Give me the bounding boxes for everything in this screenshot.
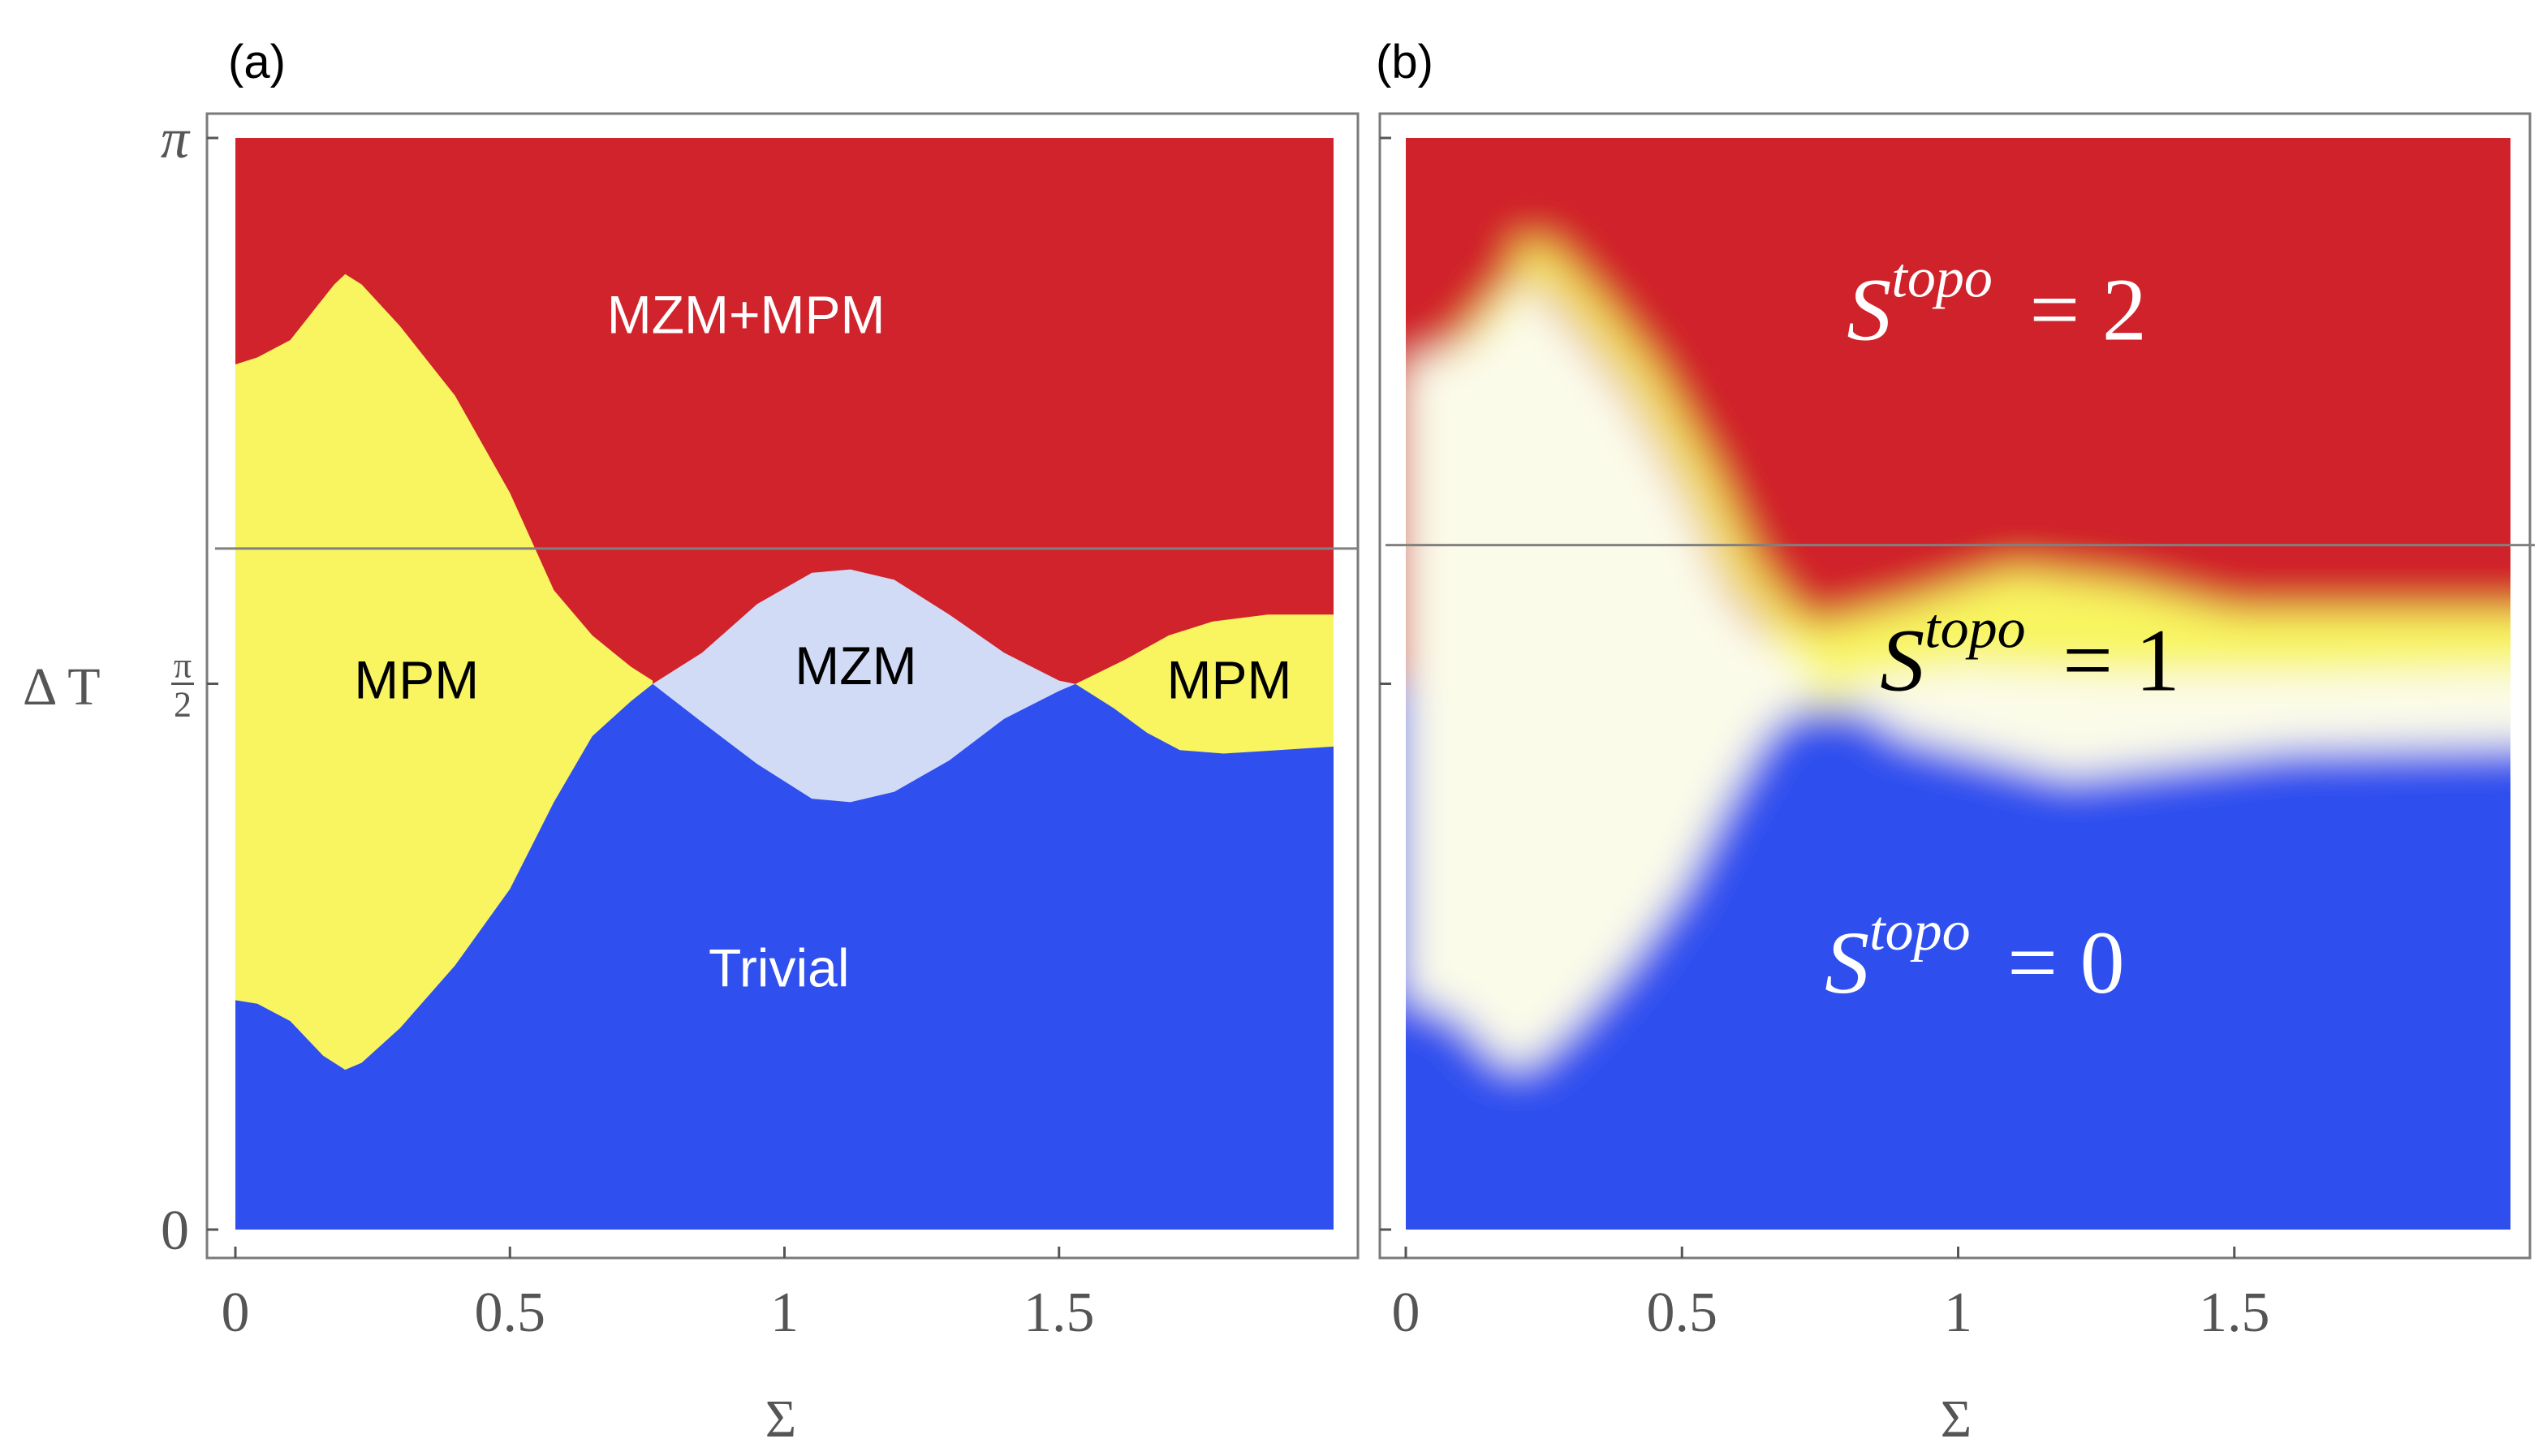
panel-b-x-axis-label: Σ — [1941, 1389, 1972, 1449]
panel-b-frame — [1378, 112, 2532, 1260]
y-tick-label-numerator: π — [174, 645, 192, 685]
x-tick-label: 1 — [770, 1282, 799, 1344]
field-cream-left — [1406, 274, 1826, 1070]
panel-b-axes: 0 0.5 1 1.5 — [1380, 136, 2270, 1344]
y-tick-label-denominator: 2 — [174, 684, 192, 724]
panel-a-x-axis-label: Σ — [765, 1389, 796, 1449]
field-blue-notch — [1406, 1000, 1517, 1230]
region-label-mpm-right: MPM — [1166, 649, 1291, 709]
region-mpm-left — [235, 274, 653, 1070]
panel-a-region-labels: MZM+MPM MPM MZM MPM Trivial — [354, 285, 1291, 998]
annotation-base: S — [1825, 913, 1869, 1012]
panel-a-label: (a) — [228, 36, 286, 88]
annotation-stopo-0: Stopo = 0 — [1825, 900, 2125, 1012]
x-tick-label: 0.5 — [1647, 1282, 1718, 1344]
annotation-value: = 0 — [1985, 913, 2125, 1012]
annotation-superscript: topo — [1891, 247, 1992, 309]
x-tick-label: 1.5 — [1024, 1282, 1095, 1344]
region-mpm-right — [1075, 614, 1334, 754]
region-mzm — [653, 569, 1075, 803]
region-label-mzm: MZM — [795, 635, 916, 696]
field-red-notch — [1406, 138, 1517, 364]
region-label-mpm-left: MPM — [354, 649, 479, 709]
x-tick-label: 0 — [222, 1282, 250, 1344]
y-tick-label: π — [161, 108, 191, 170]
panel-b-smooth-field — [1406, 138, 2510, 1230]
panel-b-plot — [1386, 138, 2535, 1230]
field-yellow-rim — [1418, 239, 1850, 675]
y-tick-label: 0 — [161, 1200, 189, 1262]
region-label-mzm-mpm: MZM+MPM — [607, 285, 886, 345]
annotation-base: S — [1880, 611, 1924, 710]
annotation-value: = 1 — [2041, 611, 2180, 710]
region-label-trivial: Trivial — [709, 938, 850, 998]
x-tick-label: 0.5 — [475, 1282, 546, 1344]
x-tick-label: 0 — [1392, 1282, 1420, 1344]
annotation-stopo-1: Stopo = 1 — [1880, 598, 2180, 710]
annotation-superscript: topo — [1869, 900, 1970, 963]
panel-b-label: (b) — [1376, 36, 1433, 88]
x-tick-label: 1.5 — [2199, 1282, 2270, 1344]
panel-a-frame — [205, 112, 1360, 1260]
annotation-base: S — [1847, 261, 1891, 360]
annotation-value: = 2 — [2007, 261, 2147, 360]
annotation-stopo-2: Stopo = 2 — [1847, 247, 2147, 359]
panel-a-plot — [215, 138, 1358, 1230]
x-tick-label: 1 — [1944, 1282, 1972, 1344]
panel-a-y-axis-label: Δ T — [23, 657, 101, 717]
annotation-superscript: topo — [1924, 598, 2025, 661]
field-cream-band — [1825, 666, 2510, 778]
